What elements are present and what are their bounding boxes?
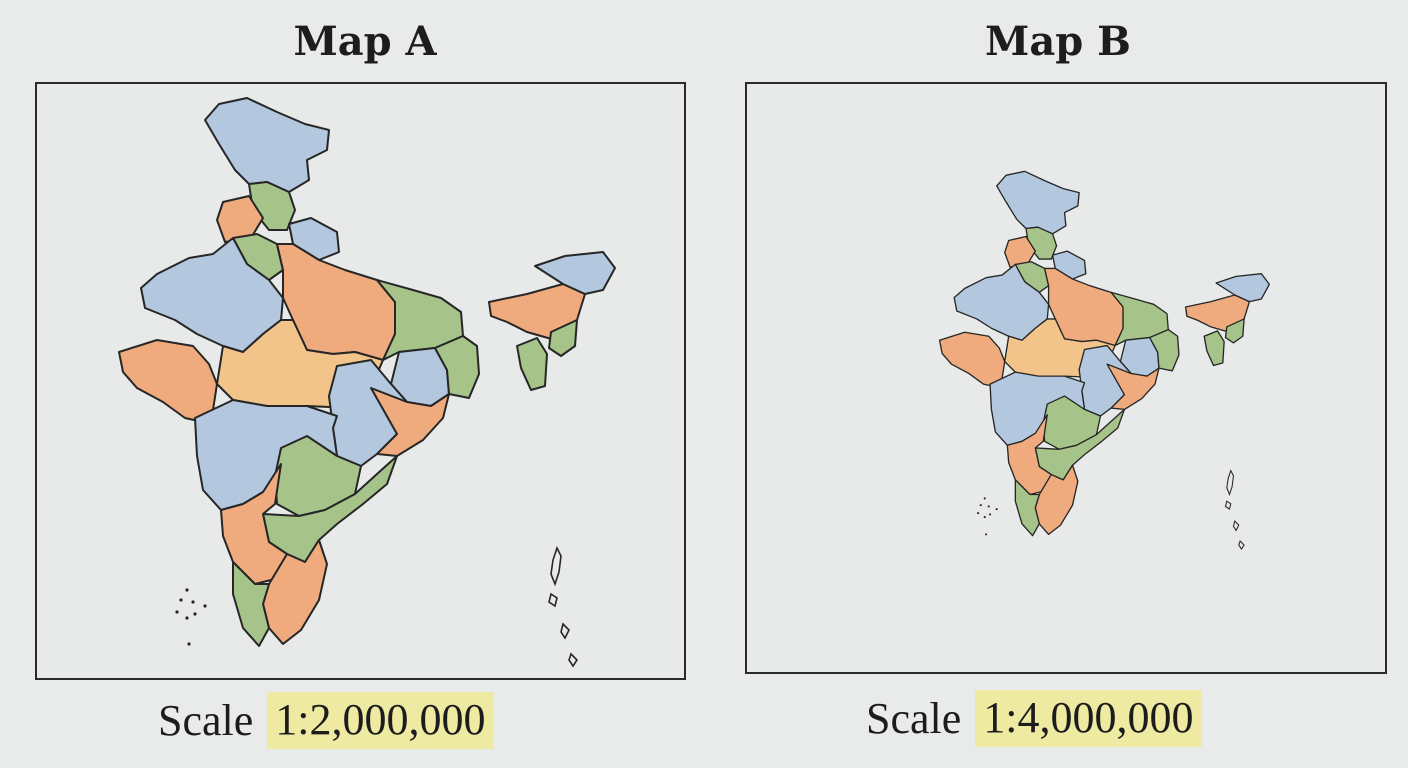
map-b-region-northeast-c <box>1203 330 1225 367</box>
map-a-india-map <box>118 97 616 668</box>
map-a-region-southeast-a <box>370 387 450 457</box>
map-b-west-island-8 <box>985 533 988 536</box>
map-b-canvas <box>938 170 1271 550</box>
map-a-east-island-1 <box>550 545 562 587</box>
map-b-title: Map B <box>985 18 1131 65</box>
map-a-canvas <box>118 97 616 668</box>
map-b-india-map <box>938 170 1271 550</box>
map-a-frame <box>35 82 686 680</box>
map-a-west-island-6 <box>193 612 197 616</box>
map-b-west-island-5 <box>983 516 986 519</box>
map-b-west-island-7 <box>995 508 998 511</box>
map-b-west-island-1 <box>983 497 986 500</box>
map-a-scale-value: 1:2,000,000 <box>267 692 494 749</box>
map-a-region-northeast-c <box>516 337 548 391</box>
map-a-region-north-a <box>204 97 330 193</box>
map-a-west-island-7 <box>203 604 207 608</box>
map-a-east-island-2 <box>548 592 558 608</box>
map-a-region-west-b <box>118 339 218 423</box>
map-b-west-island-6 <box>989 513 992 516</box>
map-a-west-island-1 <box>185 588 189 592</box>
map-a-region-northeast-d <box>548 319 578 357</box>
map-a-east-island-4 <box>568 652 579 668</box>
map-a-region-east-c <box>434 335 480 399</box>
map-a-west-island-8 <box>187 642 191 646</box>
map-b-west-island-2 <box>979 504 982 507</box>
map-b-region-south-d <box>1014 479 1040 537</box>
map-a-west-island-4 <box>175 610 179 614</box>
map-b-west-island-3 <box>987 505 990 508</box>
map-b-region-west-b <box>938 331 1006 388</box>
map-b-east-island-4 <box>1238 540 1245 550</box>
map-a-west-island-3 <box>191 600 195 604</box>
map-b-region-east-c <box>1149 328 1180 372</box>
map-a-scale-prefix: Scale <box>158 696 254 745</box>
map-a-title: Map A <box>293 18 437 65</box>
map-a-scale: Scale 1:2,000,000 <box>158 692 494 749</box>
map-b-scale-prefix: Scale <box>866 694 962 743</box>
map-b-region-northeast-d <box>1224 318 1245 344</box>
map-b-region-north-a <box>996 170 1080 235</box>
map-a-east-island-3 <box>560 622 570 640</box>
map-b-west-island-4 <box>977 512 980 515</box>
map-a-region-northeast-b <box>534 251 616 295</box>
map-b-scale-value: 1:4,000,000 <box>975 690 1202 747</box>
map-b-region-northeast-b <box>1215 273 1271 303</box>
map-a-west-island-2 <box>179 598 183 602</box>
map-b-east-island-1 <box>1226 469 1235 497</box>
map-b-region-southeast-a <box>1106 363 1160 411</box>
map-a-region-south-d <box>232 561 270 647</box>
map-b-frame <box>745 82 1387 674</box>
map-b-east-island-3 <box>1232 520 1240 532</box>
map-b-scale: Scale 1:4,000,000 <box>866 690 1202 747</box>
map-a-west-island-5 <box>185 616 189 620</box>
map-b-east-island-2 <box>1224 500 1232 510</box>
